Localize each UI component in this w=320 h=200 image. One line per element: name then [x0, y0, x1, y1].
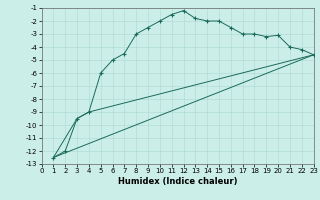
X-axis label: Humidex (Indice chaleur): Humidex (Indice chaleur): [118, 177, 237, 186]
